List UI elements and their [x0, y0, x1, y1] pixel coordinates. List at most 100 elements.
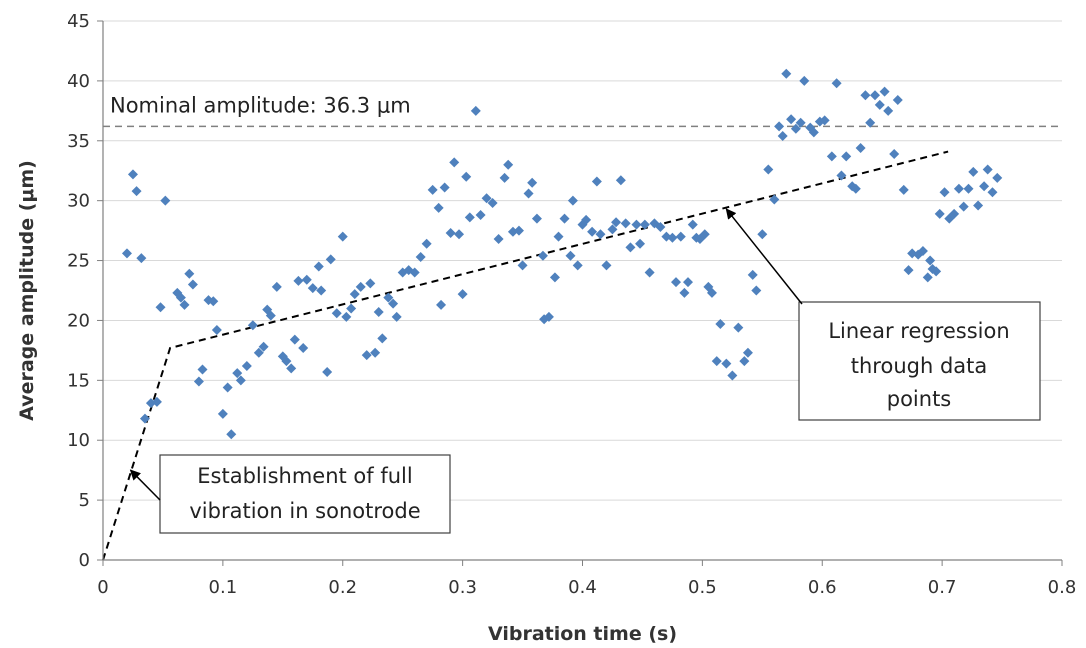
- data-point: [611, 217, 622, 228]
- data-point: [949, 208, 960, 219]
- annotation-arrow: [129, 469, 161, 501]
- data-point: [160, 195, 171, 206]
- data-point: [409, 267, 420, 278]
- data-point: [850, 183, 861, 194]
- data-points: [121, 68, 1003, 440]
- nominal-amplitude-label: Nominal amplitude: 36.3 μm: [110, 93, 411, 117]
- data-point: [953, 183, 964, 194]
- data-point: [667, 232, 678, 243]
- annotations: Establishment of full vibration in sonotr…: [129, 208, 1041, 534]
- y-tick-label: 5: [79, 490, 90, 511]
- data-point: [503, 159, 514, 170]
- data-point: [464, 212, 475, 223]
- data-point: [841, 151, 852, 162]
- data-point: [331, 308, 342, 319]
- data-point: [222, 382, 233, 393]
- data-point: [301, 274, 312, 285]
- data-point: [786, 114, 797, 125]
- data-point: [265, 310, 276, 321]
- regression-line: [102, 150, 949, 561]
- data-point: [883, 105, 894, 116]
- y-tick-label: 10: [67, 430, 90, 451]
- data-point: [298, 342, 309, 353]
- x-tick-label: 0.6: [808, 577, 837, 598]
- data-point: [175, 292, 186, 303]
- data-point: [655, 222, 666, 233]
- data-point: [193, 376, 204, 387]
- data-point: [799, 75, 810, 86]
- data-point: [241, 360, 252, 371]
- data-point: [898, 184, 909, 195]
- y-tick-label: 35: [67, 131, 90, 152]
- annotation-text: through data: [851, 354, 988, 378]
- data-point: [346, 303, 357, 314]
- data-point: [963, 183, 974, 194]
- data-point: [922, 272, 933, 283]
- annotation-box: [798, 301, 1041, 421]
- data-point: [567, 195, 578, 206]
- data-point: [127, 169, 138, 180]
- data-point: [973, 200, 984, 211]
- data-point: [831, 78, 842, 89]
- data-point: [537, 250, 548, 261]
- data-point: [184, 268, 195, 279]
- data-point: [679, 287, 690, 298]
- data-point: [931, 266, 942, 277]
- data-point: [671, 277, 682, 288]
- data-point: [258, 341, 269, 352]
- data-point: [121, 248, 132, 259]
- data-point: [706, 287, 717, 298]
- data-point: [874, 99, 885, 110]
- data-point: [454, 229, 465, 240]
- data-point: [136, 253, 147, 264]
- data-point: [836, 170, 847, 181]
- data-point: [235, 375, 246, 386]
- data-point: [615, 175, 626, 186]
- data-point: [457, 289, 468, 300]
- data-point: [481, 193, 492, 204]
- data-point: [131, 186, 142, 197]
- axes: [97, 20, 1063, 566]
- annotation-text: Establishment of full: [197, 464, 412, 488]
- data-point: [644, 267, 655, 278]
- data-point: [226, 429, 237, 440]
- data-point: [415, 251, 426, 262]
- data-point: [869, 90, 880, 101]
- data-point: [187, 279, 198, 290]
- data-point: [370, 347, 381, 358]
- data-point: [517, 260, 528, 271]
- data-point: [699, 229, 710, 240]
- data-point: [587, 226, 598, 237]
- x-tick-label: 0.3: [448, 577, 477, 598]
- data-point: [889, 148, 900, 159]
- data-point: [470, 105, 481, 116]
- data-point: [355, 281, 366, 292]
- data-point: [313, 261, 324, 272]
- data-point: [903, 265, 914, 276]
- data-point: [751, 285, 762, 296]
- data-point: [421, 238, 432, 249]
- x-tick-labels: 0 0.1 0.2 0.3 0.4 0.5 0.6 0.7 0.8: [97, 577, 1076, 598]
- data-point: [721, 358, 732, 369]
- data-point: [879, 86, 890, 97]
- data-point: [715, 319, 726, 330]
- data-point: [487, 198, 498, 209]
- data-point: [892, 95, 903, 106]
- data-point: [992, 172, 1003, 183]
- data-point: [445, 228, 456, 239]
- data-point: [293, 275, 304, 286]
- data-point: [197, 364, 208, 375]
- x-tick-label: 0.8: [1048, 577, 1077, 598]
- data-point: [595, 229, 606, 240]
- data-point: [979, 181, 990, 192]
- data-point: [808, 127, 819, 138]
- data-point: [925, 255, 936, 266]
- data-point: [939, 187, 950, 198]
- data-point: [322, 366, 333, 377]
- data-point: [559, 213, 570, 224]
- x-tick-label: 0.2: [328, 577, 357, 598]
- data-point: [625, 242, 636, 253]
- annotation-text: points: [887, 387, 952, 411]
- data-point: [531, 213, 542, 224]
